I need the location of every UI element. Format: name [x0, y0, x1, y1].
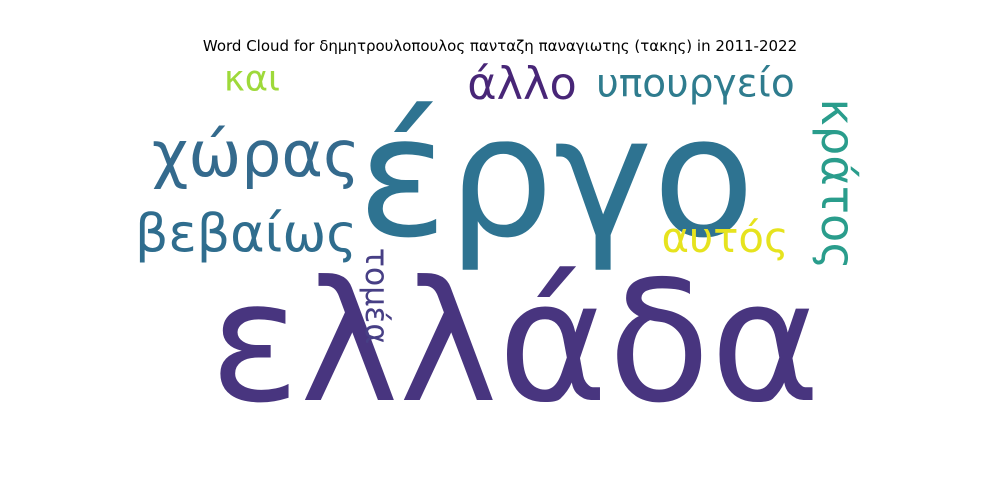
word-ελλάδα: ελλάδα	[210, 246, 821, 435]
word-κράτος: κράτος	[811, 98, 865, 269]
word-cloud: ελλάδα έργο χώρας βεβαίως κράτος άλλο υπουργεί…	[125, 60, 875, 435]
word-και: και	[224, 60, 280, 100]
word-υπουργείο: υπουργείο	[596, 62, 794, 107]
word-αυτός: αυτός	[661, 213, 788, 262]
word-έργο: έργο	[357, 81, 755, 275]
word-βεβαίως: βεβαίως	[135, 204, 357, 265]
word-χώρας: χώρας	[152, 117, 360, 191]
word-τομέα: τομέα	[358, 248, 394, 344]
word-άλλο: άλλο	[467, 60, 576, 110]
chart-title: Word Cloud for δημητρουλοπουλος πανταζη …	[202, 37, 798, 55]
